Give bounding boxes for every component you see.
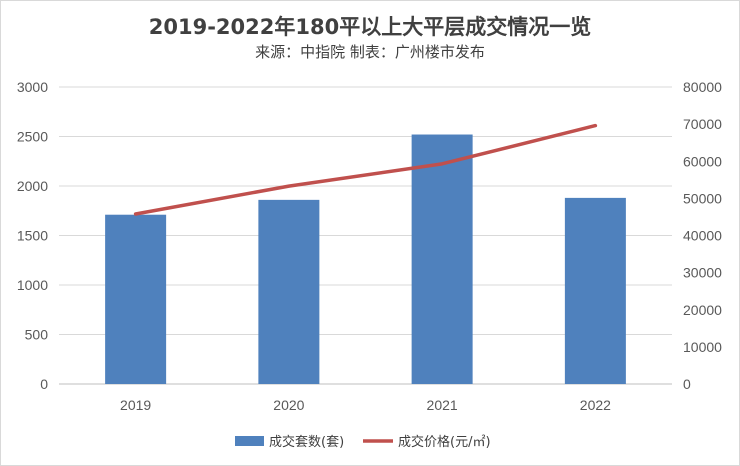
series-line: [133, 123, 598, 216]
x-tick-label: 2019: [120, 397, 151, 413]
bar: [564, 197, 626, 384]
y-right-tick-label: 20000: [683, 302, 722, 318]
chart-title: 2019-2022年180平以上大平层成交情况一览: [148, 15, 592, 39]
legend-label: 成交套数(套): [269, 434, 344, 450]
legend-swatch-bar: [235, 436, 264, 446]
y-right-tick-label: 70000: [683, 116, 722, 132]
y-right-tick-label: 0: [683, 376, 691, 392]
legend-label: 成交价格(元/㎡): [398, 434, 491, 450]
y-left-tick-label: 2000: [17, 178, 48, 194]
x-tick-label: 2021: [427, 397, 458, 413]
y-left-tick-label: 3000: [17, 79, 48, 95]
bar: [258, 199, 320, 384]
y-left-tick-label: 0: [40, 376, 48, 392]
x-tick-label: 2022: [580, 397, 611, 413]
y-right-tick-label: 40000: [683, 228, 722, 244]
y-right-tick-label: 30000: [683, 265, 722, 281]
y-left-tick-label: 2500: [17, 129, 48, 145]
y-right-tick-label: 50000: [683, 190, 722, 206]
bar: [411, 134, 473, 384]
chart-subtitle: 来源：中指院 制表：广州楼市发布: [255, 43, 485, 61]
y-right-tick-label: 10000: [683, 339, 722, 355]
y-left-tick-label: 500: [25, 327, 49, 343]
y-right-tick-label: 60000: [683, 153, 722, 169]
x-tick-label: 2020: [273, 397, 304, 413]
y-right-tick-label: 80000: [683, 79, 722, 95]
y-left-tick-label: 1000: [17, 277, 48, 293]
bar: [105, 214, 167, 384]
y-left-tick-label: 1500: [17, 228, 48, 244]
